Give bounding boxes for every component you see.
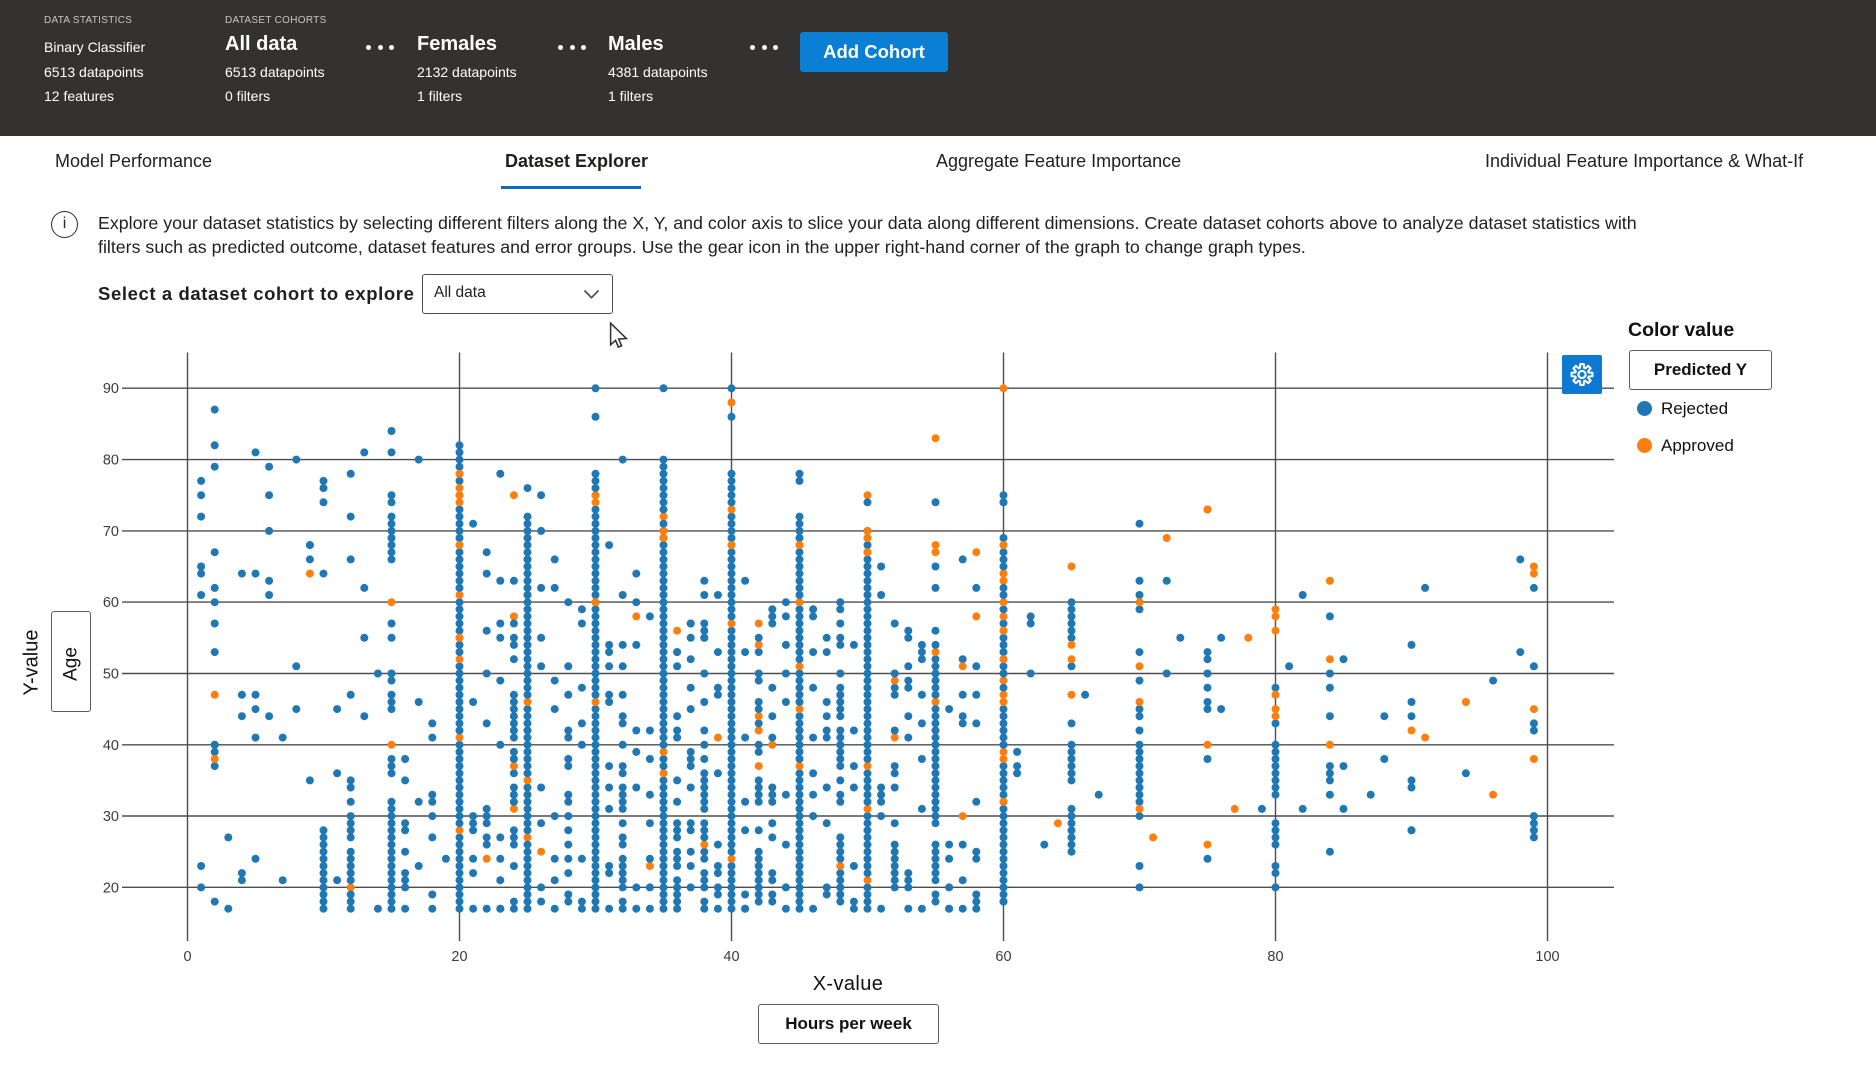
svg-text:0: 0 bbox=[183, 949, 191, 965]
svg-text:20: 20 bbox=[103, 880, 119, 896]
svg-text:40: 40 bbox=[723, 949, 739, 965]
svg-text:80: 80 bbox=[103, 453, 119, 469]
svg-text:30: 30 bbox=[103, 809, 119, 825]
svg-text:90: 90 bbox=[103, 381, 119, 397]
svg-text:20: 20 bbox=[451, 949, 467, 965]
svg-text:100: 100 bbox=[1535, 949, 1559, 965]
svg-text:70: 70 bbox=[103, 524, 119, 540]
svg-text:40: 40 bbox=[103, 738, 119, 754]
svg-text:50: 50 bbox=[103, 667, 119, 683]
svg-text:80: 80 bbox=[1267, 949, 1283, 965]
svg-text:60: 60 bbox=[995, 949, 1011, 965]
svg-text:60: 60 bbox=[103, 595, 119, 611]
